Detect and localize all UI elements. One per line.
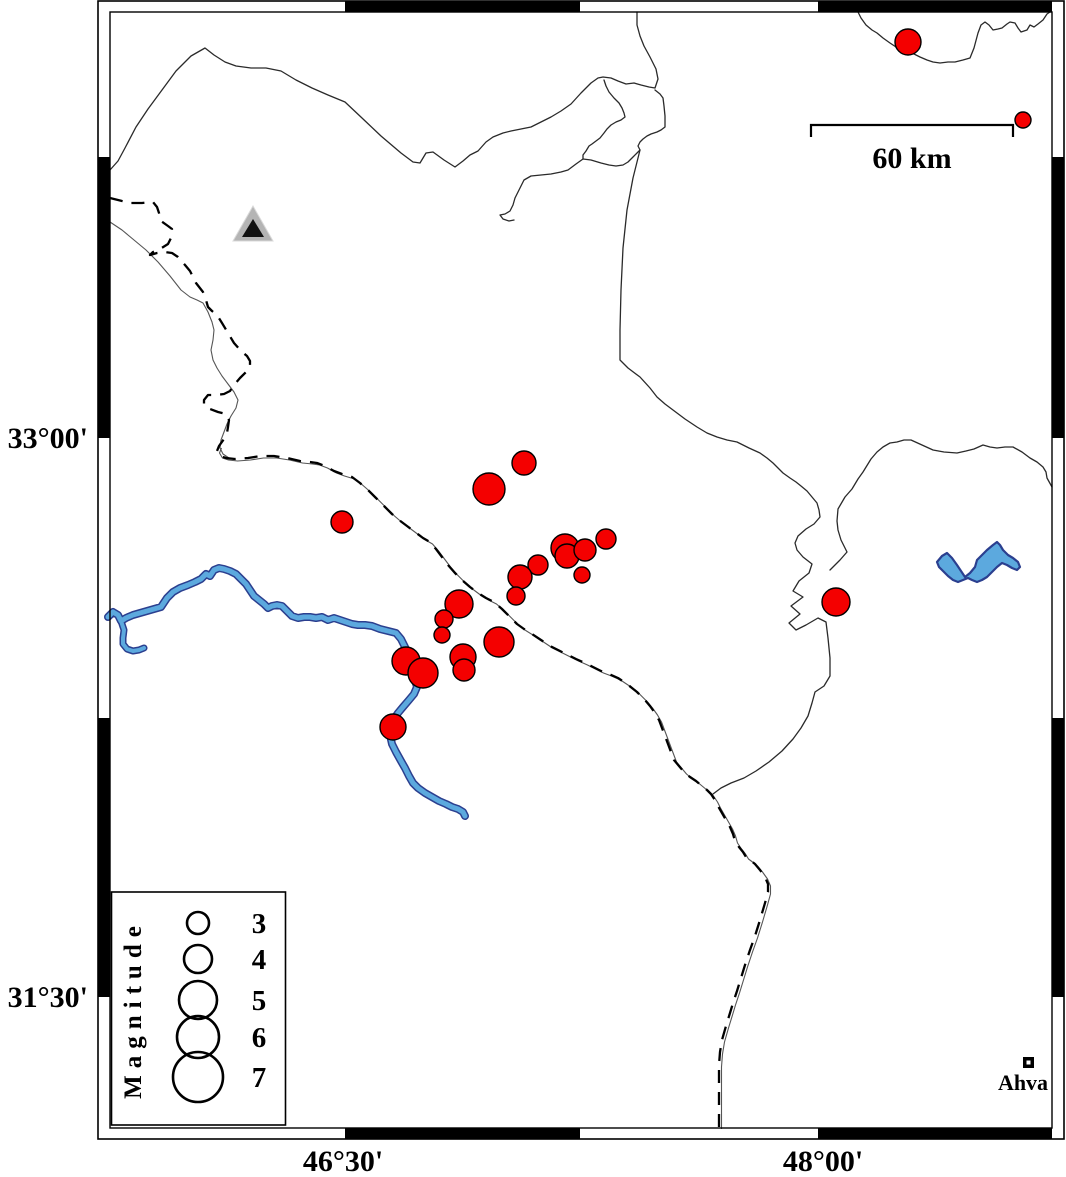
frame-black-segments	[98, 1, 1064, 1139]
epicenter-layer	[330, 28, 1032, 741]
coastline-northeast	[857, 11, 1051, 64]
epicenter-dot	[444, 589, 474, 619]
epicenter-dot	[506, 586, 526, 606]
epicenter-dot	[433, 626, 451, 644]
latitude-label: 33°00'	[8, 422, 88, 455]
city-square-icon-center	[1026, 1060, 1031, 1065]
country-borders	[109, 11, 1053, 795]
legend-value-label: 5	[252, 985, 267, 1017]
bottom-axis-labels: 46°30' 48°00'	[303, 1145, 863, 1177]
legend-value-label: 7	[252, 1062, 267, 1094]
rivers	[104, 540, 1022, 820]
station-triangle-inner	[242, 219, 264, 237]
city-marker: Ahva	[998, 1057, 1048, 1095]
legend-items: 3 4 5 6 7	[171, 908, 267, 1104]
legend-circle	[177, 979, 219, 1021]
latitude-label: 31°30'	[8, 981, 88, 1014]
legend-circle	[175, 1014, 221, 1060]
border-east-south	[619, 149, 831, 795]
border-dashed	[109, 196, 770, 1127]
epicenter-dot	[595, 528, 617, 550]
longitude-label: 46°30'	[303, 1145, 383, 1177]
scale-bar-bracket	[809, 123, 1015, 137]
frame-outer	[97, 0, 1065, 1140]
epicenter-dot	[379, 713, 407, 741]
city-label: Ahva	[998, 1070, 1048, 1095]
river-main	[105, 565, 468, 819]
legend-title: Magnitude	[120, 919, 147, 1099]
epicenter-dot	[527, 554, 549, 576]
legend-circle	[171, 1050, 225, 1104]
border-peninsula	[582, 79, 626, 160]
scale-bar-label: 60 km	[872, 142, 951, 175]
epicenter-dot	[330, 510, 354, 534]
epicenter-dot	[573, 566, 591, 584]
border-bay-inner	[499, 89, 666, 222]
lake	[935, 540, 1022, 584]
border-solid-upper	[109, 221, 239, 459]
epicenter-dot	[511, 450, 537, 476]
legend-value-label: 3	[252, 908, 267, 940]
station-triangle	[232, 204, 274, 242]
legend-box	[110, 891, 287, 1126]
epicenter-dot	[472, 472, 506, 506]
longitude-label: 48°00'	[783, 1145, 863, 1177]
epicenter-dot	[407, 657, 439, 689]
epicenter-dot	[573, 538, 597, 562]
frame-inner	[109, 11, 1053, 1129]
river-fork	[119, 619, 146, 653]
magnitude-legend: Magnitude 3 4 5 6 7	[110, 891, 287, 1126]
border-eastward	[829, 439, 1053, 571]
epicenter-dot	[894, 28, 922, 56]
epicenter-dot	[507, 564, 533, 590]
legend-value-label: 4	[252, 944, 267, 976]
legend-circle	[182, 943, 214, 975]
legend-value-label: 6	[252, 1022, 267, 1054]
epicenter-dot	[1014, 111, 1032, 129]
map-frame	[97, 0, 1065, 1140]
epicenter-dot	[452, 658, 476, 682]
left-axis-labels: 33°00' 31°30'	[8, 422, 88, 1014]
epicenter-dot	[821, 587, 851, 617]
legend-circle	[185, 910, 211, 936]
epicenter-dot	[434, 609, 454, 629]
epicenter-dot	[483, 626, 515, 658]
scale-bar	[809, 123, 1015, 137]
border-northwest	[109, 11, 659, 171]
